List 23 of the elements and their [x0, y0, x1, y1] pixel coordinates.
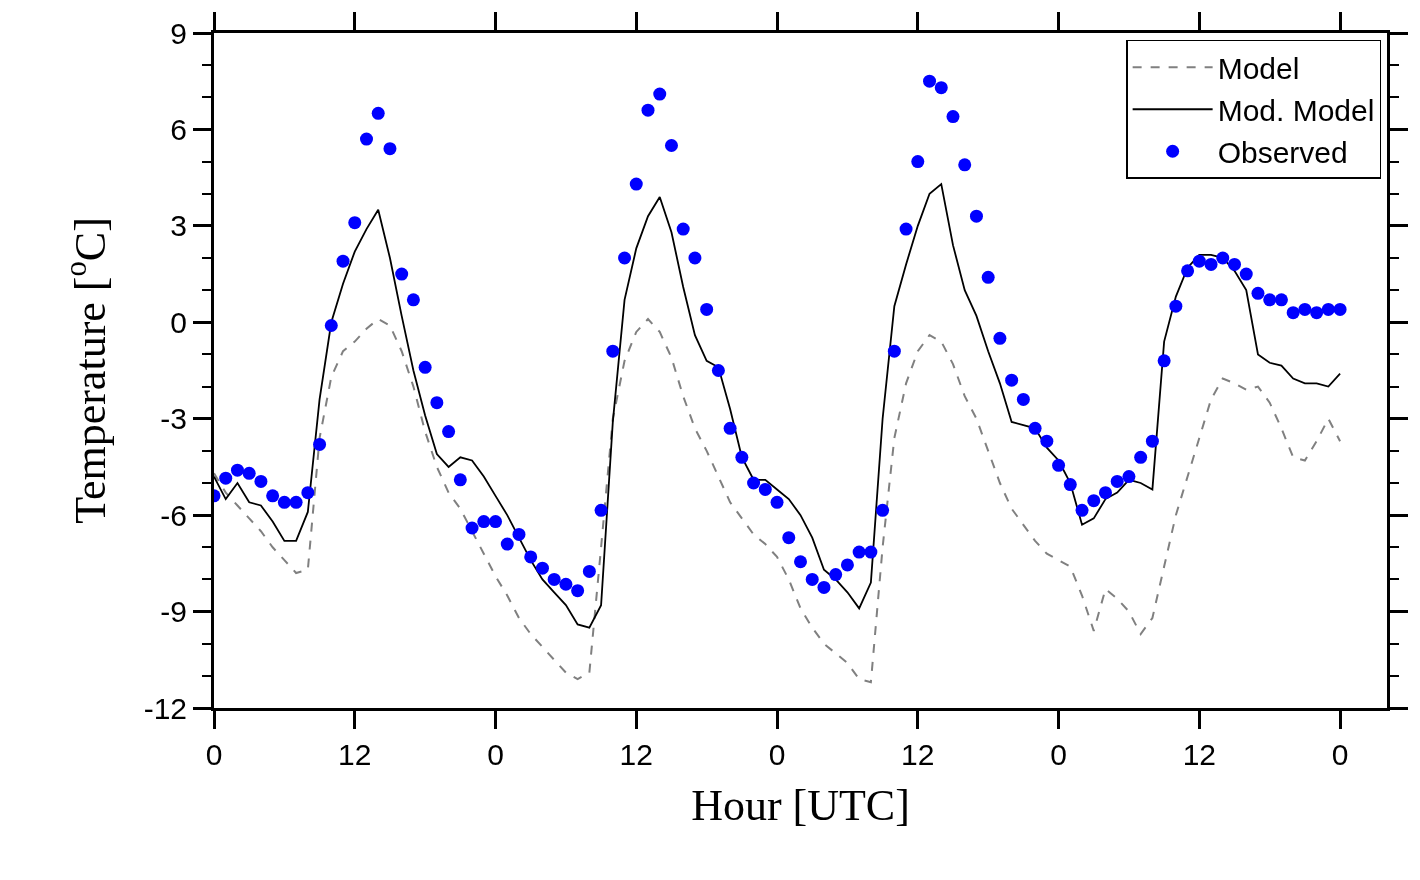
x-tick-label: 12: [619, 738, 653, 771]
y-tick-label: -9: [160, 595, 187, 629]
x-tick-label: 0: [487, 738, 504, 771]
line-series: [214, 183, 1341, 629]
y-tick-label: 0: [170, 305, 187, 339]
legend-label: Model: [1217, 51, 1300, 85]
y-tick-label: -6: [160, 498, 187, 532]
x-axis-title: Hour [UTC]: [691, 781, 910, 831]
y-tick-label: 9: [170, 16, 187, 50]
y-tick-label: -12: [143, 691, 187, 725]
x-tick-label: 0: [205, 738, 223, 771]
y-tick-label: 3: [170, 209, 187, 243]
legend-label: Mod. Model: [1217, 93, 1375, 127]
x-tick-label: 0: [1050, 738, 1067, 771]
x-tick-label: 12: [901, 738, 935, 771]
legend-label: Observed: [1217, 135, 1348, 169]
x-tick-label: 12: [1182, 738, 1217, 771]
y-tick-label: -3: [160, 402, 187, 436]
line-series: [214, 318, 1342, 684]
x-tick-label: 0: [768, 738, 786, 771]
x-tick-label: 12: [338, 738, 372, 771]
x-tick-label: 0: [1331, 738, 1349, 771]
y-tick-label: 6: [170, 112, 187, 146]
